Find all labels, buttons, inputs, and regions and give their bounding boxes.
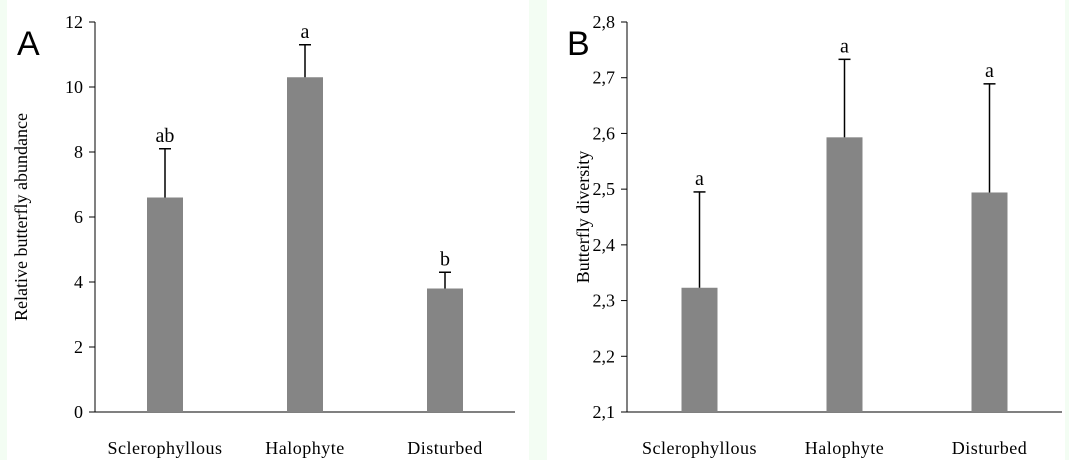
y-tick-label: 12 [65, 12, 83, 32]
category-label: Disturbed [952, 438, 1028, 458]
y-axis-title: Relative butterfly abundance [11, 113, 31, 321]
chart-b-svg: B 2,1 2,2 2,3 2,4 2,5 2,6 2,7 2,8 Butterfly diver… [567, 12, 1062, 458]
chart-panel-b: B 2,1 2,2 2,3 2,4 2,5 2,6 2,7 2,8 Butterfly diver… [547, 0, 1065, 460]
category-label: Halophyte [805, 438, 884, 458]
y-axis-title: Butterfly diversity [573, 151, 593, 283]
panel-letter: A [17, 25, 40, 63]
y-tick-label: 2,3 [593, 291, 616, 311]
y-tick-label: 8 [74, 142, 83, 162]
bar [287, 77, 323, 412]
y-tick-label: 0 [74, 402, 83, 422]
significance-label: a [301, 21, 310, 43]
category-label: Sclerophyllous [108, 438, 223, 458]
y-tick-label: 2,7 [593, 68, 616, 88]
bar [427, 288, 463, 412]
y-tick-label: 2,8 [593, 12, 616, 32]
bar [826, 137, 863, 413]
y-tick-label: 2,2 [593, 346, 616, 366]
y-tick-label: 4 [74, 272, 83, 292]
category-label: Halophyte [265, 438, 344, 458]
y-tick-label: 6 [74, 207, 83, 227]
significance-label: b [440, 248, 450, 270]
bar [147, 197, 183, 412]
y-tick-label: 2,6 [593, 123, 616, 143]
y-tick-label: 2,5 [593, 179, 616, 199]
panel-letter: B [567, 25, 590, 63]
bar [971, 192, 1008, 412]
chart-panel-a: A 0 2 4 6 8 10 12 Relative butterfly abundance ab… [7, 0, 529, 460]
bar [681, 287, 718, 412]
category-label: Sclerophyllous [642, 438, 757, 458]
significance-label: ab [156, 125, 175, 147]
significance-label: a [840, 35, 849, 57]
y-tick-label: 2,4 [593, 235, 616, 255]
y-tick-label: 2 [74, 337, 83, 357]
significance-label: a [985, 60, 994, 82]
significance-label: a [695, 168, 704, 190]
y-tick-label: 10 [65, 77, 83, 97]
category-label: Disturbed [407, 438, 483, 458]
y-tick-label: 2,1 [593, 402, 616, 422]
